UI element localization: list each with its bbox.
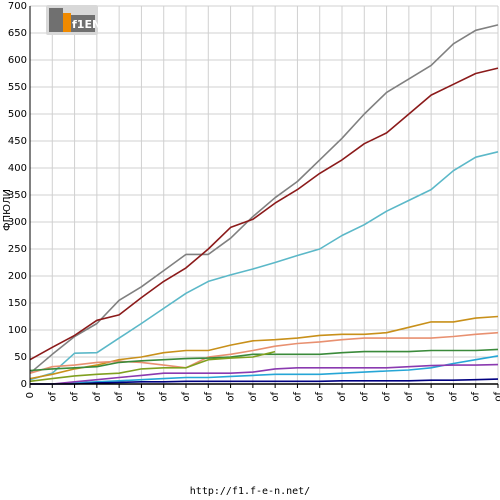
series-line-2 bbox=[29, 67, 499, 361]
series-line-3 bbox=[29, 151, 499, 381]
series-lines bbox=[29, 24, 499, 385]
series-line-5 bbox=[29, 331, 499, 374]
y-tick-label: 50 bbox=[14, 352, 27, 363]
y-tick-label: 150 bbox=[8, 298, 27, 309]
y-tick-label: 400 bbox=[8, 163, 27, 174]
footer-url[interactable]: http://f1.f-e-n.net/ bbox=[189, 486, 311, 497]
series-line-7 bbox=[29, 350, 276, 383]
x-tick-label: of bbox=[136, 392, 147, 402]
y-tick-label: 650 bbox=[8, 28, 27, 39]
x-tick-label: of bbox=[426, 392, 437, 402]
x-tick-label: of bbox=[203, 392, 214, 402]
x-tick-label: of bbox=[471, 392, 482, 402]
logo: f1EN bbox=[46, 5, 101, 39]
x-tick-label: 0 bbox=[25, 392, 36, 398]
y-tick-label: 550 bbox=[8, 82, 27, 93]
x-tick-label: of bbox=[493, 392, 500, 402]
x-tick-label: of bbox=[114, 392, 125, 402]
x-tick-label: of bbox=[181, 392, 192, 402]
x-tick-label: of bbox=[292, 392, 303, 402]
series-line-9 bbox=[30, 363, 499, 385]
x-tick-label: of bbox=[92, 392, 103, 402]
logo-text: f1EN bbox=[72, 18, 98, 31]
series-line-1 bbox=[29, 24, 499, 374]
y-tick-label: 500 bbox=[8, 109, 27, 120]
y-tick-label: 300 bbox=[8, 217, 27, 228]
y-tick-label: 350 bbox=[8, 190, 27, 201]
y-tick-label: 600 bbox=[8, 55, 27, 66]
x-tick-label: of bbox=[448, 392, 459, 402]
x-tick-label: of bbox=[315, 392, 326, 402]
x-tick-label: of bbox=[226, 392, 237, 402]
y-tick-label: 450 bbox=[8, 136, 27, 147]
x-tick-label: of bbox=[248, 392, 259, 402]
axes: 0 50 100 150 200 250 300 350 400 450 500 550 600 650 7… bbox=[8, 1, 500, 402]
x-tick-label: of bbox=[382, 392, 393, 402]
series-line-10 bbox=[30, 378, 499, 385]
y-tick-label: 0 bbox=[21, 379, 27, 390]
y-axis-title: ФПЮЛИ bbox=[2, 189, 13, 231]
x-tick-label: of bbox=[159, 392, 170, 402]
y-tick-label: 700 bbox=[8, 1, 27, 12]
y-tick-label: 250 bbox=[8, 244, 27, 255]
x-tick-label: of bbox=[70, 392, 81, 402]
series-line-8 bbox=[30, 355, 499, 385]
y-tick-label: 100 bbox=[8, 325, 27, 336]
x-tick-label: of bbox=[270, 392, 281, 402]
grid bbox=[29, 5, 499, 385]
x-tick-label: of bbox=[337, 392, 348, 402]
y-tick-label: 200 bbox=[8, 271, 27, 282]
x-tick-label: of bbox=[47, 392, 58, 402]
x-tick-label: of bbox=[404, 392, 415, 402]
x-tick-label: of bbox=[359, 392, 370, 402]
